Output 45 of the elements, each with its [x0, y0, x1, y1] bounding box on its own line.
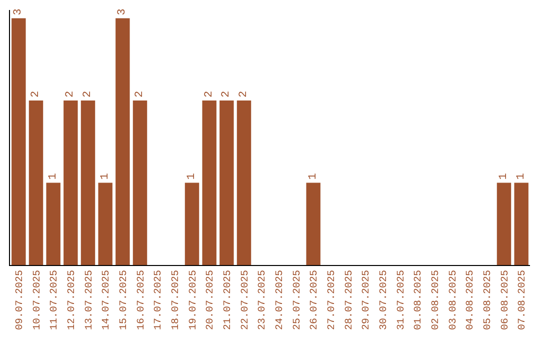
x-tick-label: 05.08.2025 [482, 270, 494, 330]
x-tick-label: 17.07.2025 [154, 270, 165, 330]
data-label: 2 [134, 90, 146, 98]
x-tick-label: 02.08.2025 [430, 270, 442, 330]
x-tick-label: 19.07.2025 [188, 270, 200, 330]
data-label: 3 [116, 8, 129, 16]
x-tick-label: 24.07.2025 [274, 270, 286, 330]
x-tick-label: 14.07.2025 [102, 270, 113, 330]
data-label: 2 [64, 90, 77, 98]
x-tick-label: 30.07.2025 [378, 270, 390, 330]
data-label: 1 [99, 172, 112, 180]
data-label: 2 [30, 90, 42, 98]
x-tick-label: 10.07.2025 [32, 270, 44, 330]
x-tick-label: 23.07.2025 [258, 270, 269, 330]
data-label: 1 [498, 172, 510, 180]
x-tick-label: 01.08.2025 [414, 270, 425, 330]
data-label: 1 [515, 172, 528, 180]
data-label: 2 [82, 90, 94, 98]
data-label: 1 [307, 172, 320, 180]
x-tick-label: 21.07.2025 [222, 270, 234, 330]
data-label: 2 [238, 90, 250, 98]
x-tick-label: 25.07.2025 [292, 270, 304, 330]
x-tick-label: 13.07.2025 [84, 270, 96, 330]
data-label: 1 [47, 172, 60, 180]
x-tick-label: 18.07.2025 [170, 270, 182, 330]
data-label: 3 [12, 8, 25, 16]
x-tick-label: 26.07.2025 [310, 270, 321, 330]
data-label: 2 [203, 90, 216, 98]
x-tick-label: 27.07.2025 [326, 270, 338, 330]
x-tick-label: 04.08.2025 [466, 270, 477, 330]
x-tick-label: 06.08.2025 [500, 270, 512, 330]
data-label: 2 [220, 90, 233, 98]
x-tick-label: 09.07.2025 [14, 270, 26, 330]
x-tick-label: 12.07.2025 [66, 270, 78, 330]
x-tick-label: 16.07.2025 [136, 270, 148, 330]
x-tick-label: 07.08.2025 [518, 270, 529, 330]
data-label: 1 [186, 172, 198, 180]
x-tick-label: 03.08.2025 [448, 270, 460, 330]
x-tick-label: 11.07.2025 [50, 270, 61, 330]
x-tick-label: 28.07.2025 [344, 270, 356, 330]
x-tick-label: 29.07.2025 [362, 270, 373, 330]
x-tick-label: 22.07.2025 [240, 270, 252, 330]
x-tick-label: 31.07.2025 [396, 270, 408, 330]
x-tick-label: 15.07.2025 [118, 270, 130, 330]
x-tick-label: 20.07.2025 [206, 270, 217, 330]
